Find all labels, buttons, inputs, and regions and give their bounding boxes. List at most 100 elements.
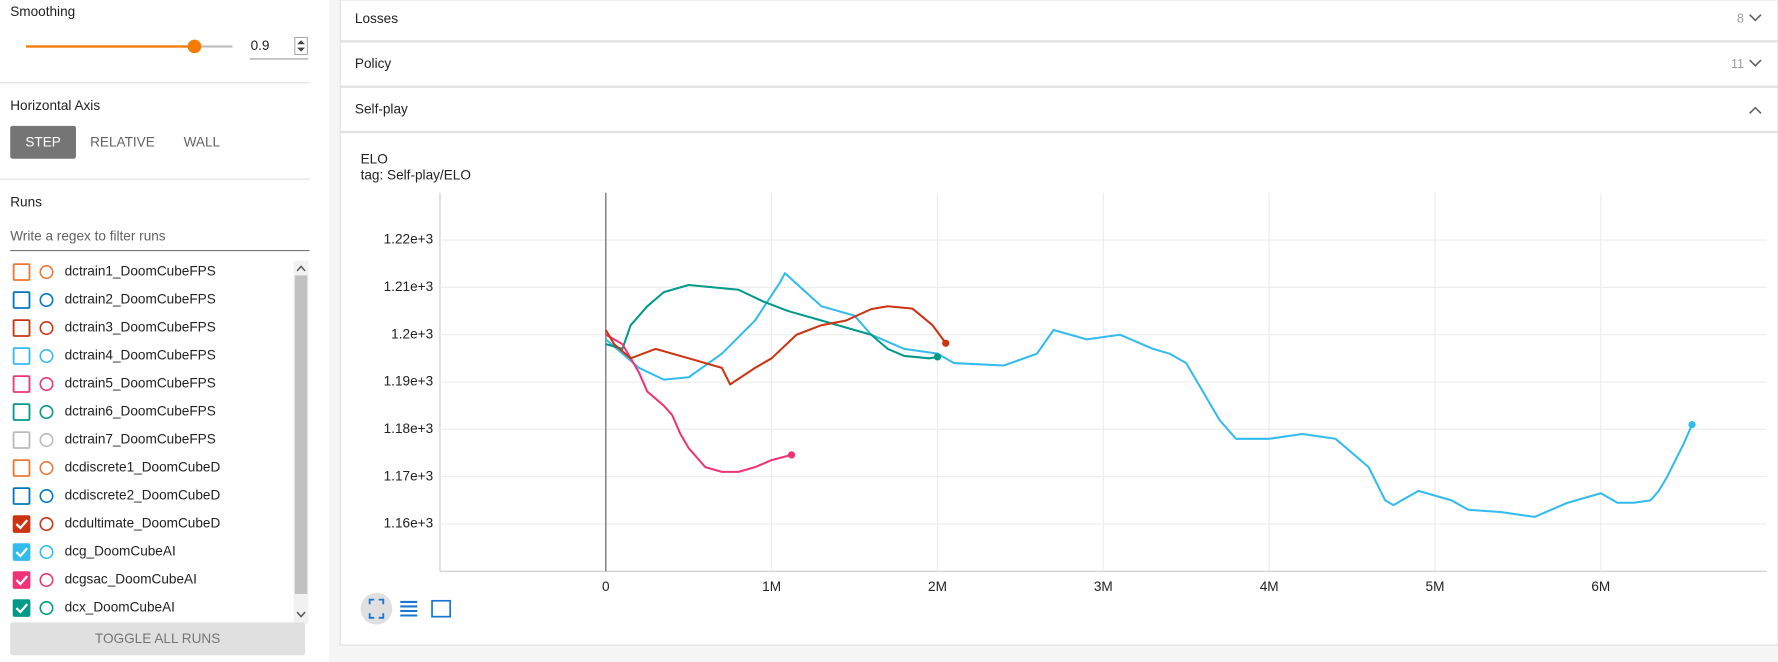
panel-title: Self-play (355, 102, 408, 117)
series-end (1688, 420, 1696, 429)
run-checkbox[interactable] (12, 319, 31, 337)
run-checkbox[interactable] (12, 375, 31, 393)
panel-count: 8 (1737, 12, 1744, 26)
y-tick-label: 1.19e+3 (384, 374, 434, 389)
run-checkbox[interactable] (12, 403, 31, 421)
run-color[interactable] (39, 349, 54, 364)
axis-option[interactable]: WALL (184, 134, 221, 149)
x-tick-label: 6M (1591, 579, 1610, 594)
toggle-button[interactable] (10, 622, 306, 656)
spinner[interactable] (294, 36, 308, 55)
run-checkbox[interactable] (12, 459, 31, 477)
scrollbar-thumb[interactable] (294, 275, 308, 594)
y-tick-label: 1.21e+3 (384, 279, 434, 294)
runs-label: Runs (10, 195, 42, 210)
run-name: dctrain5_DoomCubeFPS (65, 376, 216, 391)
y-tick-label: 1.18e+3 (384, 421, 434, 436)
series-line (604, 305, 947, 386)
run-color[interactable] (39, 601, 54, 616)
run-color[interactable] (39, 461, 54, 476)
y-tick-label: 1.22e+3 (384, 232, 434, 247)
panel-header[interactable] (339, 86, 1778, 133)
series-end (933, 353, 942, 361)
run-checkbox[interactable] (12, 263, 31, 281)
run-color[interactable] (39, 321, 54, 336)
y-tick-label: 1.2e+3 (391, 326, 433, 341)
axis-option[interactable]: STEP (25, 134, 61, 149)
panel-title: Policy (355, 56, 391, 71)
slider-thumb[interactable] (187, 39, 202, 54)
run-color[interactable] (39, 573, 54, 588)
series-line (605, 333, 792, 473)
scroll-down[interactable] (296, 611, 306, 618)
axis-button[interactable] (10, 125, 76, 159)
checkmark (15, 519, 29, 530)
chevron (1749, 106, 1762, 114)
series-line (605, 283, 938, 360)
run-name: dctrain1_DoomCubeFPS (65, 264, 216, 279)
series-end (787, 451, 796, 459)
axis-option[interactable]: RELATIVE (90, 134, 155, 149)
run-checkbox[interactable] (12, 543, 31, 561)
chevron (1749, 59, 1762, 67)
run-name: dcg_DoomCubeAI (65, 544, 176, 559)
run-color[interactable] (39, 433, 54, 448)
run-name: dctrain4_DoomCubeFPS (65, 348, 216, 363)
checkmark (15, 547, 29, 558)
run-color[interactable] (39, 405, 54, 420)
scroll-up[interactable] (296, 265, 306, 272)
spinner-arrows (297, 40, 306, 52)
sidebar (0, 0, 329, 662)
chart-subtitle: tag: Self-play/ELO (361, 167, 471, 182)
filter-placeholder[interactable]: Write a regex to filter runs (10, 229, 166, 244)
run-name: dctrain3_DoomCubeFPS (65, 320, 216, 335)
run-checkbox[interactable] (12, 599, 31, 617)
toggle-label: TOGGLE ALL RUNS (95, 631, 220, 646)
chart-card (339, 132, 1778, 646)
checkmark (15, 603, 29, 614)
run-color[interactable] (39, 517, 54, 532)
run-checkbox[interactable] (12, 347, 31, 365)
data-icon[interactable] (400, 600, 418, 617)
x-tick-label: 1M (762, 579, 781, 594)
y-tick-label: 1.16e+3 (384, 516, 434, 531)
panel-title: Losses (355, 11, 398, 26)
run-color[interactable] (39, 489, 54, 504)
x-tick-label: 4M (1260, 579, 1279, 594)
run-checkbox[interactable] (12, 515, 31, 533)
fit-icon (368, 598, 385, 619)
run-name: dctrain2_DoomCubeFPS (65, 292, 216, 307)
run-name: dcx_DoomCubeAI (65, 600, 175, 615)
fit-button[interactable] (360, 592, 393, 625)
run-name: dcdultimate_DoomCubeD (65, 516, 221, 531)
checkmark (15, 575, 29, 586)
run-checkbox[interactable] (12, 487, 31, 505)
run-color[interactable] (39, 377, 54, 392)
panel-header[interactable] (339, 41, 1778, 87)
x-tick-label: 3M (1094, 579, 1113, 594)
series-end (942, 339, 950, 347)
run-name: dcgsac_DoomCubeAI (65, 572, 197, 587)
x-tick-label: 0 (602, 579, 610, 594)
run-color[interactable] (39, 265, 54, 280)
smoothing-label: Smoothing (10, 4, 75, 19)
run-name: dcdiscrete1_DoomCubeD (65, 460, 221, 475)
run-name: dcdiscrete2_DoomCubeD (65, 488, 221, 503)
run-color[interactable] (39, 545, 54, 560)
y-tick-label: 1.17e+3 (384, 468, 434, 483)
run-checkbox[interactable] (12, 571, 31, 589)
panel-header[interactable] (339, 0, 1778, 42)
zoom-icon[interactable] (431, 599, 452, 618)
series-line (605, 272, 1693, 518)
run-checkbox[interactable] (12, 431, 31, 449)
run-name: dctrain7_DoomCubeFPS (65, 432, 216, 447)
horizontal-axis-label: Horizontal Axis (10, 98, 100, 113)
smoothing-value: 0.9 (251, 38, 270, 53)
chart-title: ELO (361, 151, 388, 166)
x-tick-label: 5M (1426, 579, 1445, 594)
x-tick-label: 2M (928, 579, 947, 594)
run-checkbox[interactable] (12, 291, 31, 309)
run-color[interactable] (39, 293, 54, 308)
